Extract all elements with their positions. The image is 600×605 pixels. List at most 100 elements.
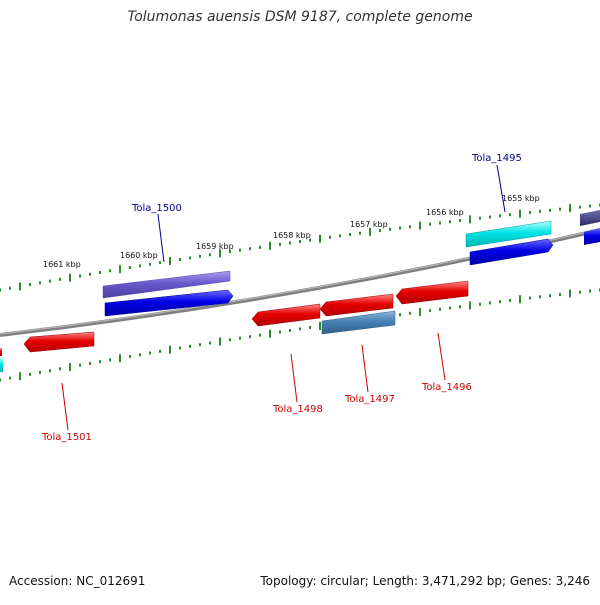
label-tola-1498[interactable]: Tola_1498 <box>272 404 323 415</box>
upper-ruler-minor-tick <box>99 271 101 274</box>
gene-tola-1496[interactable] <box>395 280 469 305</box>
upper-ruler-minor-tick <box>39 281 41 285</box>
upper-ruler-major-tick <box>169 257 171 265</box>
upper-ruler-major-tick <box>519 209 521 218</box>
upper-ruler-major-tick <box>369 227 371 236</box>
gene-tola-1500[interactable] <box>104 289 234 317</box>
label-tola-1500[interactable]: Tola_1500 <box>131 203 182 214</box>
upper-ruler-minor-tick <box>459 219 461 222</box>
lower-ruler-minor-tick <box>479 302 481 306</box>
gene-tola-1501[interactable] <box>23 331 95 353</box>
tick-label-1658: 1658 kbp <box>273 231 311 240</box>
upper-ruler-minor-tick <box>249 247 251 251</box>
gene-edge-blue[interactable] <box>584 228 600 245</box>
lower-tick-ruler <box>0 288 600 382</box>
upper-ruler-minor-tick <box>229 250 231 254</box>
lower-ruler-minor-tick <box>249 335 251 339</box>
lower-ruler-minor-tick <box>439 307 441 311</box>
gene-edge-cyan[interactable] <box>0 358 3 372</box>
lower-ruler-minor-tick <box>489 301 491 305</box>
accession-text: Accession: NC_012691 <box>9 574 146 588</box>
lower-ruler-minor-tick <box>99 360 101 364</box>
gene-tola-1495[interactable] <box>469 238 554 266</box>
lower-ruler-minor-tick <box>109 358 111 362</box>
label-tola-1501[interactable]: Tola_1501 <box>41 432 92 443</box>
gene-tola-1497-upper[interactable] <box>319 293 394 317</box>
upper-ruler-minor-tick <box>549 208 551 212</box>
upper-tick-ruler <box>0 203 600 292</box>
gene-tola-1495-upper[interactable] <box>465 220 552 248</box>
upper-ruler-minor-tick <box>379 229 381 233</box>
upper-ruler-minor-tick <box>9 286 11 290</box>
upper-ruler-minor-tick <box>179 258 181 261</box>
upper-ruler-minor-tick <box>509 213 511 217</box>
lower-ruler-minor-tick <box>259 333 261 337</box>
lower-ruler-minor-tick <box>139 353 141 357</box>
gene-edge-navy[interactable] <box>580 210 600 226</box>
lower-ruler-minor-tick <box>579 290 581 294</box>
lower-ruler-minor-tick <box>459 305 461 309</box>
lower-ruler-minor-tick <box>289 329 291 332</box>
lower-ruler-minor-tick <box>79 363 81 367</box>
upper-ruler-minor-tick <box>499 214 501 218</box>
lower-ruler-minor-tick <box>499 300 501 304</box>
upper-ruler-major-tick <box>19 282 21 291</box>
upper-ruler-minor-tick <box>409 225 411 229</box>
upper-ruler-major-tick <box>119 265 121 274</box>
lower-ruler-minor-tick <box>89 361 91 365</box>
lower-ruler-minor-tick <box>229 338 231 342</box>
lower-ruler-minor-tick <box>399 313 401 317</box>
lower-ruler-minor-tick <box>529 296 531 300</box>
lower-ruler-major-tick <box>169 345 171 354</box>
gene-edge-red[interactable] <box>0 348 2 356</box>
lower-ruler-minor-tick <box>49 369 51 373</box>
lower-ruler-minor-tick <box>239 336 241 340</box>
lower-ruler-major-tick <box>469 301 471 310</box>
upper-ruler-major-tick <box>319 234 321 243</box>
upper-ruler-minor-tick <box>279 242 281 246</box>
lower-ruler-minor-tick <box>449 306 451 310</box>
lower-ruler-minor-tick <box>539 295 541 299</box>
upper-ruler-minor-tick <box>139 264 141 268</box>
label-tola-1496[interactable]: Tola_1496 <box>421 382 472 393</box>
lower-ruler-major-tick <box>419 308 421 316</box>
upper-ruler-major-tick <box>219 249 221 258</box>
upper-ruler-minor-tick <box>189 256 191 260</box>
lower-ruler-major-tick <box>569 289 571 298</box>
gene-tola-1498[interactable] <box>251 303 321 327</box>
lower-ruler-minor-tick <box>9 376 11 380</box>
upper-ruler-minor-tick <box>29 283 31 287</box>
tick-label-1659: 1659 kbp <box>196 242 234 251</box>
upper-ruler-major-tick <box>569 204 571 213</box>
upper-ruler-minor-tick <box>449 220 451 224</box>
lower-ruler-minor-tick <box>309 326 311 329</box>
upper-ruler-minor-tick <box>399 226 401 230</box>
upper-ruler-minor-tick <box>89 272 91 276</box>
lower-ruler-minor-tick <box>299 327 301 331</box>
upper-ruler-major-tick <box>269 241 271 250</box>
lower-ruler-minor-tick <box>589 289 591 293</box>
tick-label-1656: 1656 kbp <box>426 208 464 217</box>
upper-ruler-minor-tick <box>529 210 531 214</box>
tick-label-1661: 1661 kbp <box>43 260 81 269</box>
upper-ruler-minor-tick <box>389 227 391 231</box>
upper-ruler-minor-tick <box>559 207 561 211</box>
gene-tola-1497[interactable] <box>321 310 396 335</box>
lower-ruler-minor-tick <box>29 372 31 376</box>
lower-ruler-minor-tick <box>189 344 191 348</box>
upper-ruler-minor-tick <box>539 209 541 213</box>
label-tola-1495[interactable]: Tola_1495 <box>471 153 522 164</box>
label-tola-1497[interactable]: Tola_1497 <box>344 394 395 405</box>
tick-label-1655: 1655 kbp <box>502 194 540 203</box>
upper-ruler-minor-tick <box>489 215 491 219</box>
lower-ruler-major-tick <box>219 337 221 346</box>
upper-ruler-minor-tick <box>199 254 201 258</box>
map-title: Tolumonas auensis DSM 9187, complete gen… <box>127 9 473 25</box>
upper-ruler-minor-tick <box>149 262 151 266</box>
upper-ruler-major-tick <box>69 273 71 282</box>
lower-ruler-minor-tick <box>429 309 431 313</box>
lower-ruler-minor-tick <box>199 343 201 347</box>
gene-tola-1500-upper[interactable] <box>102 270 231 299</box>
